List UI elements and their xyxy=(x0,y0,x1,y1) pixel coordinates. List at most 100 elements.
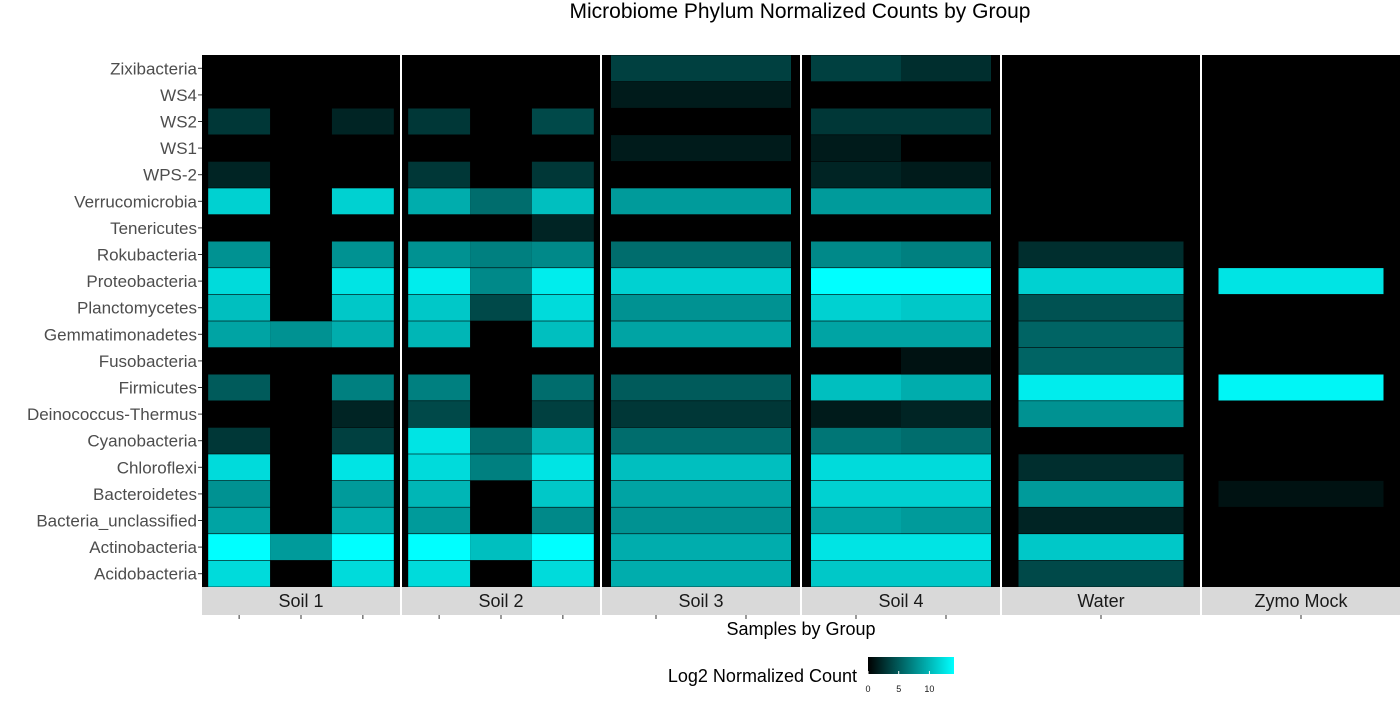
facet-label: Soil 2 xyxy=(478,591,523,611)
phylum-label: WS2 xyxy=(160,113,197,132)
heatmap-cell xyxy=(811,454,901,481)
heatmap-cell xyxy=(611,454,701,481)
heatmap-cell xyxy=(1218,268,1384,295)
facet-strip xyxy=(202,587,400,615)
heatmap-cell xyxy=(408,108,471,135)
heatmap-cell xyxy=(531,268,594,295)
heatmap-cell xyxy=(611,55,701,82)
heatmap-cell xyxy=(408,294,471,321)
color-legend: Log2 Normalized Count 0 5 10 xyxy=(668,657,954,694)
heatmap-cell xyxy=(811,507,901,534)
heatmap-cell xyxy=(611,81,701,108)
heatmap-cell xyxy=(901,268,991,295)
heatmap-cell xyxy=(408,241,471,268)
heatmap-cell xyxy=(611,268,701,295)
heatmap-cell xyxy=(208,534,271,561)
heatmap-cell xyxy=(531,188,594,215)
heatmap-cell xyxy=(611,560,701,587)
heatmap-cell xyxy=(901,480,991,507)
heatmap-cell xyxy=(408,268,471,295)
heatmap-cell xyxy=(531,108,594,135)
heatmap-cell xyxy=(531,534,594,561)
legend-tick-label: 0 xyxy=(865,684,870,694)
heatmap-cell xyxy=(408,374,471,401)
heatmap-cell xyxy=(811,401,901,428)
legend-tick-label: 10 xyxy=(924,684,934,694)
x-axis-title: Samples by Group xyxy=(726,619,875,639)
heatmap-cell xyxy=(531,294,594,321)
heatmap-cell xyxy=(208,108,271,135)
phylum-label: Bacteria_unclassified xyxy=(36,512,197,531)
heatmap-cell xyxy=(701,427,791,454)
heatmap-cell xyxy=(208,161,271,188)
heatmap-cell xyxy=(701,55,791,82)
heatmap-cell xyxy=(611,427,701,454)
heatmap-cell xyxy=(208,480,271,507)
heatmap-cell xyxy=(331,454,394,481)
group-panel: Soil 1 xyxy=(202,55,400,619)
panel-background xyxy=(802,55,1000,587)
heatmap-cell xyxy=(208,294,271,321)
heatmap-cell xyxy=(701,454,791,481)
heatmap-cell xyxy=(901,427,991,454)
heatmap-cell xyxy=(901,321,991,348)
heatmap-cell xyxy=(701,81,791,108)
facet-label: Soil 4 xyxy=(878,591,923,611)
facet-strip xyxy=(1002,587,1200,615)
heatmap-cell xyxy=(1018,321,1184,348)
phylum-label: Tenericutes xyxy=(110,219,197,238)
phylum-label: Acidobacteria xyxy=(94,565,198,584)
heatmap-cell xyxy=(1018,454,1184,481)
facet-label: Soil 1 xyxy=(278,591,323,611)
heatmap-cell xyxy=(701,401,791,428)
heatmap-cell xyxy=(901,454,991,481)
heatmap-cell xyxy=(811,135,901,162)
legend-ticks: 0 5 10 xyxy=(865,671,934,694)
heatmap-cell xyxy=(470,454,532,481)
heatmap-cell xyxy=(611,401,701,428)
heatmap-cell xyxy=(811,241,901,268)
heatmap-cell xyxy=(331,108,394,135)
heatmap-cell xyxy=(701,241,791,268)
heatmap-cell xyxy=(901,347,991,374)
heatmap-cell xyxy=(811,161,901,188)
heatmap-cell xyxy=(811,534,901,561)
phylum-label: WS1 xyxy=(160,139,197,158)
heatmap-cell xyxy=(408,534,471,561)
panel-background xyxy=(1202,55,1400,587)
heatmap-cell xyxy=(701,480,791,507)
heatmap-cell xyxy=(408,401,471,428)
heatmap-cell xyxy=(901,560,991,587)
heatmap-cell xyxy=(611,241,701,268)
panel-background xyxy=(202,55,400,587)
heatmap-cell xyxy=(331,401,394,428)
phylum-label: Verrucomicrobia xyxy=(74,192,197,211)
heatmap-cell xyxy=(331,374,394,401)
heatmap-cell xyxy=(901,161,991,188)
heatmap-cell xyxy=(701,188,791,215)
phylum-label: WPS-2 xyxy=(143,166,197,185)
phylum-label: Zixibacteria xyxy=(110,59,197,78)
phylum-label: Gemmatimonadetes xyxy=(44,325,197,344)
heatmap-cell xyxy=(901,241,991,268)
heatmap-cell xyxy=(901,507,991,534)
heatmap-cell xyxy=(1018,401,1184,428)
heatmap-cell xyxy=(331,241,394,268)
heatmap-cell xyxy=(1018,507,1184,534)
heatmap-cell xyxy=(901,294,991,321)
phylum-label: Fusobacteria xyxy=(99,352,198,371)
heatmap-cell xyxy=(331,321,394,348)
phylum-label: Deinococcus-Thermus xyxy=(27,405,197,424)
heatmap-cell xyxy=(811,560,901,587)
heatmap-cell xyxy=(331,294,394,321)
heatmap-cell xyxy=(811,108,901,135)
heatmap-cell xyxy=(531,161,594,188)
heatmap-cell xyxy=(1018,374,1184,401)
heatmap-cell xyxy=(701,560,791,587)
heatmap-cell xyxy=(331,480,394,507)
heatmap-cell xyxy=(811,427,901,454)
facet-strip xyxy=(1202,587,1400,615)
facet-strip xyxy=(402,587,600,615)
heatmap-cell xyxy=(331,560,394,587)
